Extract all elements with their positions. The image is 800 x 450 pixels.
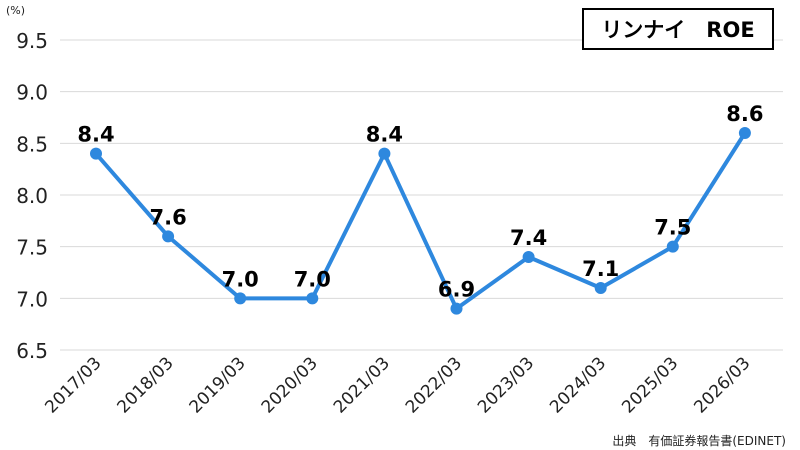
source-note: 出典 有価証券報告書(EDINET) [612,434,786,448]
x-tick-label: 2019/03 [186,353,250,417]
y-tick-label: 7.0 [16,287,48,311]
y-tick-label: 9.5 [16,29,48,53]
data-label: 7.1 [582,257,619,281]
data-point [90,147,102,160]
x-tick-label: 2025/03 [618,353,682,417]
y-tick-label: 7.5 [16,236,48,260]
data-points [90,127,751,315]
data-label: 7.0 [294,267,331,291]
data-label: 7.0 [222,267,259,291]
data-point [306,292,319,305]
data-label: 8.6 [726,102,763,126]
y-axis-tick-labels: 6.5 7.0 7.5 8.0 8.5 9.0 9.5 [16,29,48,363]
series-polyline [94,131,747,311]
data-labels: 8.4 7.6 7.0 7.0 8.4 6.9 7.4 7.1 7.5 8.6 [77,102,763,302]
x-axis-tick-labels: 2017/03 2018/03 2019/03 2020/03 2021/03 2022/… [41,353,754,417]
x-tick-label: 2017/03 [41,353,105,417]
data-point [450,302,463,315]
x-tick-label: 2021/03 [330,353,394,417]
y-tick-label: 8.5 [16,132,48,156]
data-point [378,147,391,160]
chart-title: リンナイ ROE [582,8,774,50]
data-label: 7.4 [510,226,547,250]
series-line [94,131,747,311]
data-point [594,282,607,294]
data-label: 8.4 [77,123,114,147]
x-tick-label: 2022/03 [402,353,466,417]
data-point [162,230,175,243]
x-tick-label: 2024/03 [546,353,610,417]
x-tick-label: 2023/03 [474,353,538,417]
data-point [522,251,535,263]
data-point [234,292,247,305]
y-tick-label: 8.0 [16,184,48,208]
data-label: 8.4 [366,123,403,147]
y-tick-label: 9.0 [16,81,48,105]
grid-lines [60,39,783,351]
data-label: 6.9 [438,278,475,302]
data-point [738,127,751,139]
x-tick-label: 2026/03 [690,353,754,417]
y-axis-unit-label: (%) [6,4,26,17]
data-point [666,240,679,253]
data-label: 7.5 [654,216,691,240]
data-label: 7.6 [149,205,186,229]
y-tick-label: 6.5 [16,339,48,363]
x-tick-label: 2020/03 [258,353,322,417]
x-tick-label: 2018/03 [114,353,178,417]
